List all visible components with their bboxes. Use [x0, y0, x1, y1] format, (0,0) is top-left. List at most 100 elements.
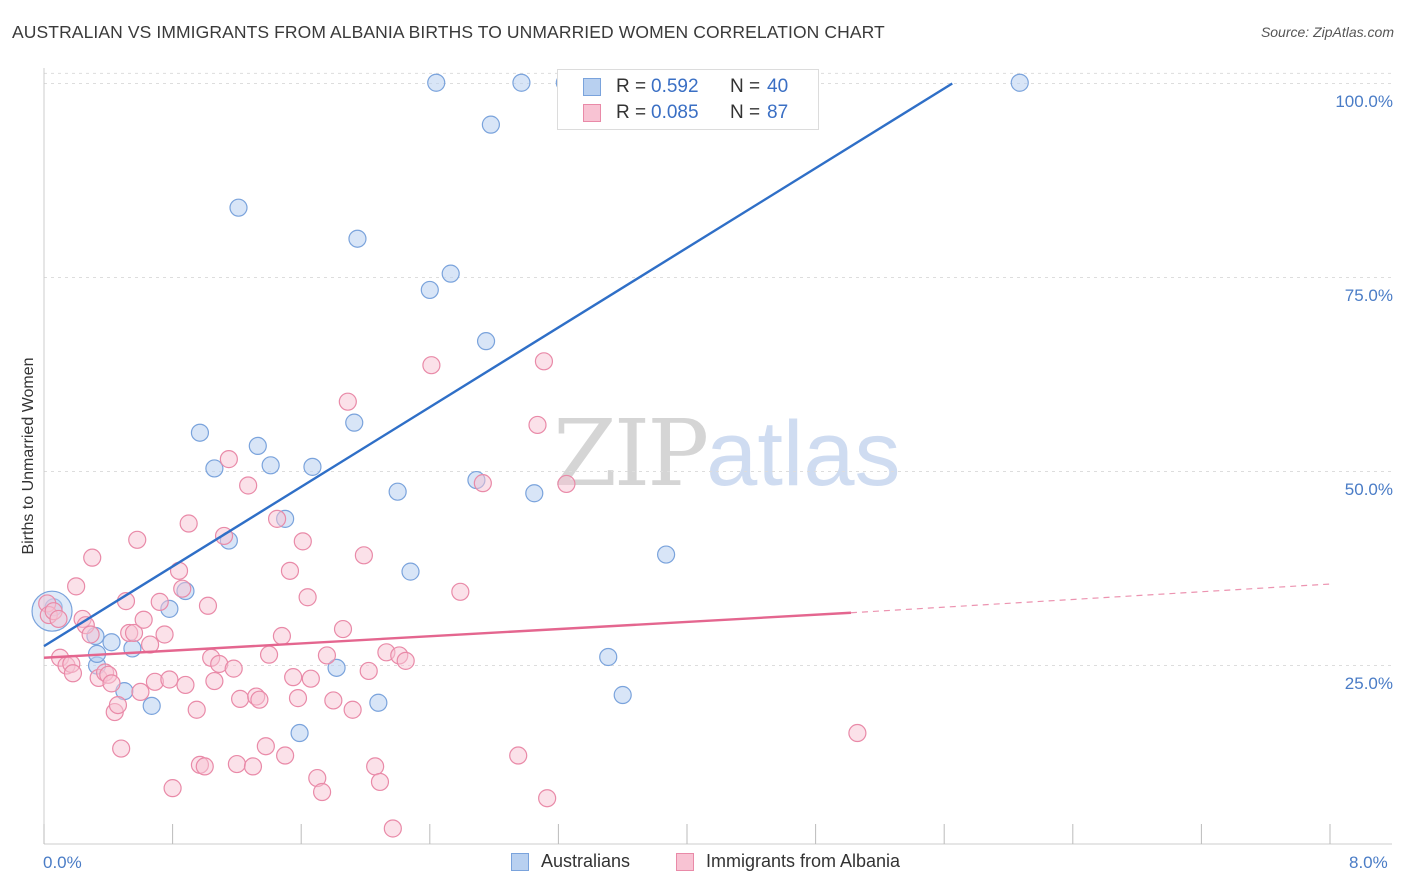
albania-point: [422, 356, 441, 375]
albania-point: [848, 723, 867, 743]
australians-point: [248, 436, 267, 456]
australians-point: [512, 73, 531, 92]
gridlines: [44, 72, 1392, 667]
australians-point: [441, 264, 460, 283]
australians-point: [327, 658, 346, 677]
y-tick-label: 50.0%: [1344, 479, 1393, 499]
albania-point: [160, 670, 179, 689]
albania-point: [343, 700, 362, 719]
albania-point: [538, 789, 557, 808]
axes: [43, 68, 1392, 845]
x-tick-label-max: 8.0%: [1349, 853, 1388, 872]
australians-point: [102, 633, 121, 652]
albania-point: [195, 757, 214, 776]
albania-point: [112, 739, 131, 758]
source-label: Source: ZipAtlas.com: [1260, 24, 1394, 40]
australians-point: [525, 484, 544, 503]
albania-point: [301, 669, 320, 688]
australians-point: [290, 723, 309, 743]
albania-point: [293, 532, 312, 551]
albania-point: [205, 671, 224, 691]
albania-point: [359, 661, 378, 681]
australians-point: [599, 647, 618, 667]
stats-legend: R = 0.592 N = 40 R = 0.085 N = 87: [557, 69, 819, 130]
albania-point: [280, 561, 300, 580]
albania-point: [179, 514, 198, 533]
australians-trend-line: [43, 82, 953, 648]
albania-point: [239, 476, 258, 495]
albania-point: [227, 754, 246, 774]
australians-point: [205, 459, 224, 478]
watermark: ZIPatlas: [553, 400, 901, 507]
albania-point: [250, 690, 269, 709]
australians-point: [613, 685, 632, 705]
albania-legend-label: Immigrants from Albania: [706, 851, 901, 871]
albania-point: [124, 623, 144, 643]
albania-point: [509, 746, 528, 765]
r-value: 0.592: [651, 76, 699, 97]
albania-point: [534, 352, 554, 371]
albania-point: [231, 689, 250, 708]
albania-point: [473, 474, 492, 493]
albania-swatch: [583, 104, 601, 122]
albania-point: [284, 668, 303, 687]
albania-point: [173, 579, 192, 598]
australians-points: [31, 73, 1029, 743]
australians-legend-label: Australians: [541, 851, 631, 871]
albania-point: [259, 645, 279, 664]
r-label: R =: [616, 76, 647, 97]
albania-point: [134, 610, 153, 629]
australians-point: [229, 198, 248, 217]
albania-point: [163, 779, 182, 798]
albania-point: [243, 757, 263, 776]
australians-point: [345, 413, 364, 432]
albania-point: [267, 509, 287, 528]
r-value: 0.085: [651, 102, 699, 123]
albania-point: [83, 548, 102, 567]
albania-point: [451, 582, 470, 601]
australians-point: [303, 457, 322, 476]
australians-point: [481, 115, 500, 134]
albania-point: [150, 592, 169, 611]
albania-point: [187, 700, 206, 719]
albania-point: [312, 782, 332, 802]
albania-point: [383, 819, 402, 838]
n-label: N =: [730, 76, 761, 97]
n-value: 87: [767, 102, 789, 123]
australians-point: [401, 562, 420, 581]
albania-point: [224, 659, 243, 678]
albania-point: [155, 625, 174, 644]
australians-point: [388, 482, 407, 501]
albania-point: [333, 619, 353, 639]
australians-point: [123, 639, 142, 658]
albania-point: [256, 737, 275, 756]
albania-point: [528, 415, 547, 435]
y-tick-label: 75.0%: [1344, 285, 1393, 305]
australians-point: [348, 229, 367, 248]
albania-trend-extension: [850, 583, 1331, 614]
albania-point: [288, 689, 308, 708]
trend-lines: [43, 82, 1331, 659]
australians-point: [261, 456, 280, 475]
australians-point: [369, 693, 388, 712]
australians-point: [190, 423, 210, 442]
albania-point: [317, 646, 337, 665]
albania-point: [219, 450, 238, 469]
australians-point: [142, 696, 161, 715]
albania-point: [276, 746, 295, 765]
albania-point: [557, 474, 576, 494]
albania-point: [198, 596, 218, 615]
albania-point: [176, 675, 195, 695]
albania-point: [128, 530, 147, 549]
x-tick-label-min: 0.0%: [43, 853, 82, 872]
albania-point: [81, 625, 100, 644]
albania-point: [140, 635, 160, 654]
albania-point: [102, 674, 121, 693]
albania-point: [67, 577, 86, 596]
albania-points: [38, 352, 867, 838]
albania-point: [324, 691, 343, 710]
albania-point: [396, 651, 415, 670]
albania-point: [63, 664, 83, 683]
albania-point: [298, 588, 317, 607]
